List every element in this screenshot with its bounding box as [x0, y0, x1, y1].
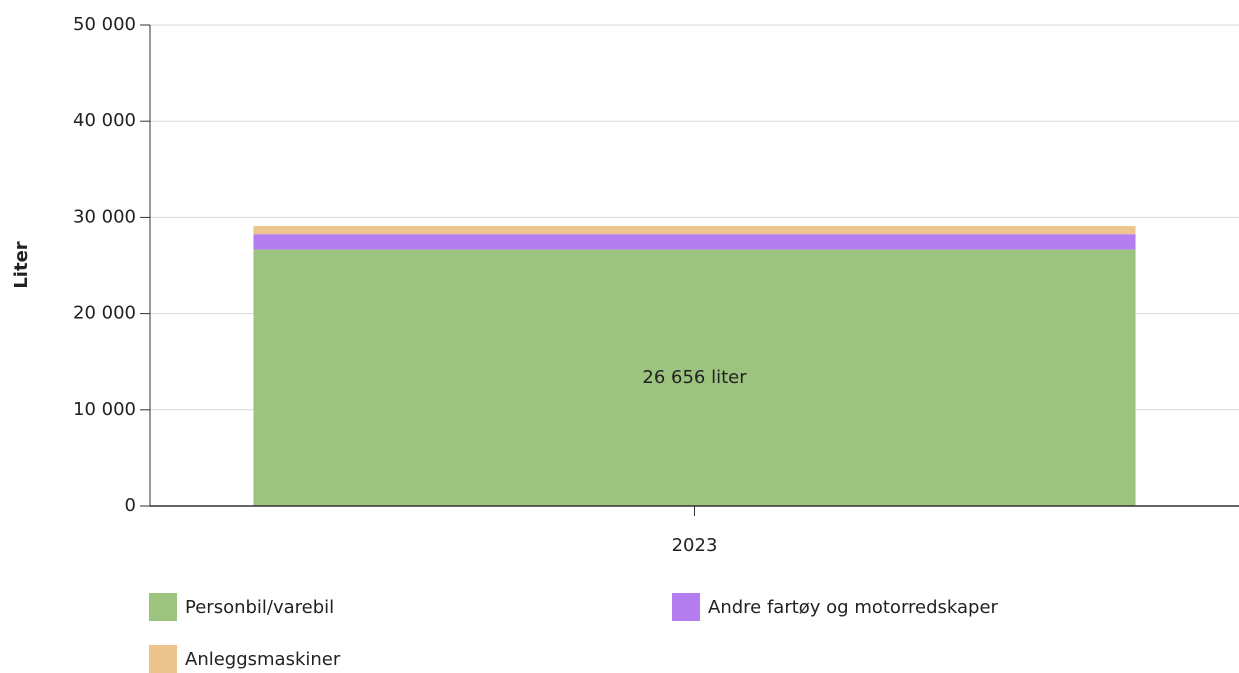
y-tick-label: 10 000	[73, 399, 136, 420]
x-tick-label: 2023	[672, 535, 718, 556]
y-axis-label: Liter	[11, 241, 32, 288]
legend-label: Personbil/varebil	[185, 597, 334, 618]
legend-label: Anleggsmaskiner	[185, 649, 341, 670]
y-tick-label: 40 000	[73, 110, 136, 131]
bar-segment	[253, 226, 1136, 235]
y-tick-label: 20 000	[73, 303, 136, 324]
legend-swatch	[149, 593, 177, 621]
legend-swatch	[149, 645, 177, 673]
y-tick-label: 0	[125, 495, 136, 516]
y-tick-label: 30 000	[73, 206, 136, 227]
bar-segment	[253, 234, 1136, 250]
data-label: 26 656 liter	[642, 367, 747, 388]
y-tick-label: 50 000	[73, 14, 136, 35]
legend-swatch	[672, 593, 700, 621]
legend-label: Andre fartøy og motorredskaper	[708, 597, 999, 618]
bar-segment	[253, 249, 1136, 506]
